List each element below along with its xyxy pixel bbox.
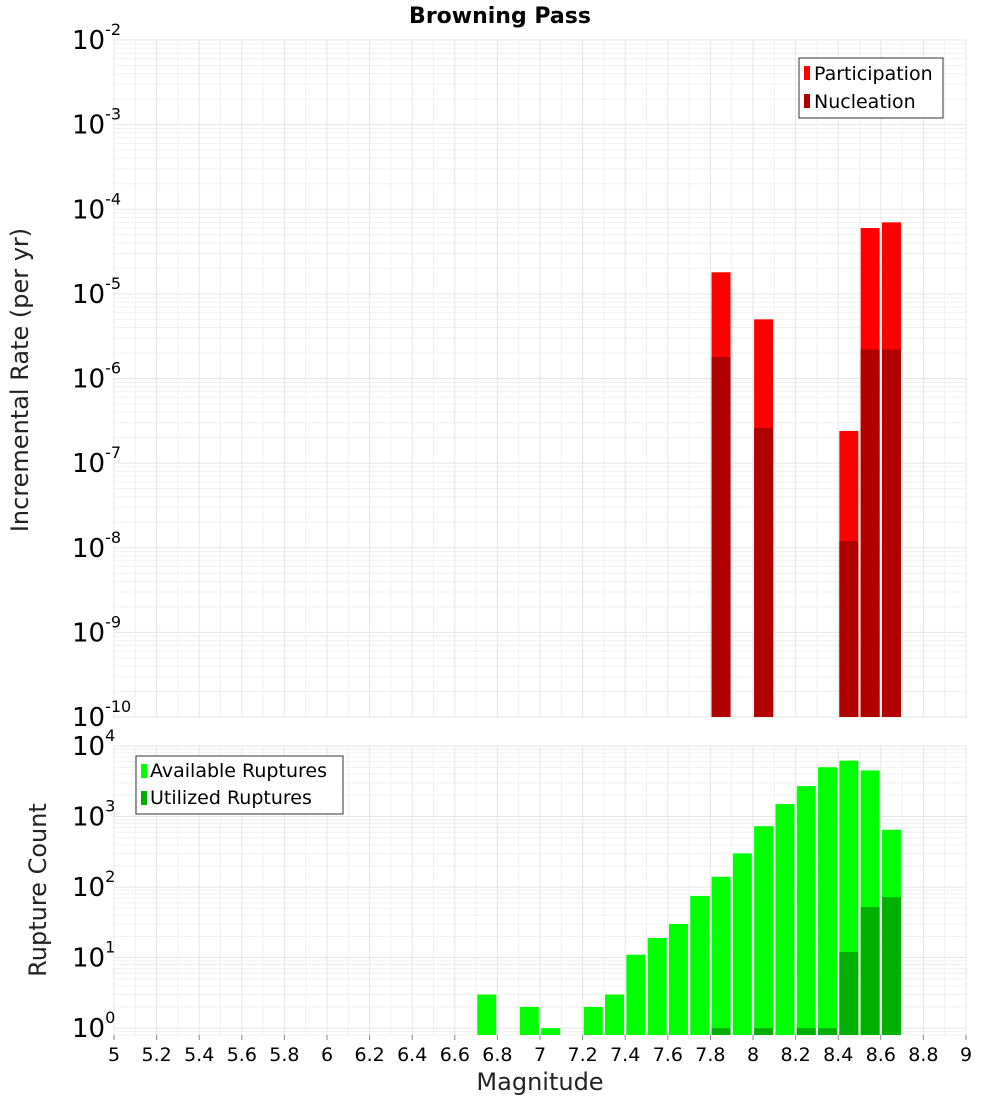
y-tick-label: 10-4	[72, 189, 121, 225]
count-panel: 100 101 102 103 104 5 5.2 5.4 5.6 5.8 6 6.2 6.4 6.6 6…	[24, 726, 972, 1096]
rate-panel: 10-10 10-9 10-8 10-7 10-6 10-5 10-4 10-3 10-2 In…	[6, 20, 967, 733]
count-bar-a	[690, 895, 710, 1035]
x-tick-label: 6	[321, 1044, 333, 1066]
rate-y-ticks: 10-10 10-9 10-8 10-7 10-6 10-5 10-4 10-3 10-2	[72, 20, 131, 733]
legend-label-utilized: Utilized Ruptures	[150, 787, 312, 809]
rate-bars	[711, 222, 901, 717]
y-tick-label: 10-8	[72, 528, 121, 564]
x-tick-label: 7.8	[695, 1044, 725, 1066]
legend-swatch-participation	[804, 66, 810, 80]
x-tick-label: 7	[534, 1044, 546, 1066]
count-legend-box	[135, 755, 344, 815]
x-tick-label: 9	[960, 1044, 972, 1066]
legend-label-participation: Participation	[814, 63, 933, 85]
count-bar-a	[668, 923, 688, 1035]
x-tick-label: 6.2	[354, 1044, 384, 1066]
legend-swatch-utilized	[141, 791, 147, 805]
y-tick-label: 101	[72, 938, 115, 974]
x-tick-label: 6.4	[397, 1044, 427, 1066]
count-bar-a	[647, 937, 667, 1035]
legend-swatch-available	[141, 764, 147, 778]
count-legend: Available Ruptures Utilized Ruptures	[135, 755, 344, 815]
x-tick-label: 8.8	[908, 1044, 938, 1066]
count-bar-b	[881, 897, 901, 1035]
legend-swatch-nucleation	[804, 94, 810, 108]
count-bar-b	[860, 907, 880, 1035]
count-bar-b	[839, 952, 859, 1035]
count-bar-b	[711, 1028, 731, 1035]
x-axis-label: Magnitude	[476, 1068, 603, 1096]
legend-label-available: Available Ruptures	[150, 760, 327, 782]
y-tick-label: 10-9	[72, 612, 121, 648]
count-bar-b	[796, 1028, 816, 1035]
count-bars	[477, 760, 901, 1035]
x-tick-label: 7.2	[567, 1044, 597, 1066]
rate-bar-b	[839, 541, 859, 717]
y-tick-label: 10-7	[72, 443, 121, 479]
y-tick-label: 10-6	[72, 359, 121, 395]
y-tick-label: 10-3	[72, 105, 121, 141]
rate-gridlines	[113, 39, 967, 718]
rate-y-axis-label: Incremental Rate (per yr)	[6, 228, 34, 532]
count-bar-a	[626, 954, 646, 1035]
y-tick-label: 102	[72, 867, 115, 903]
count-bar-a	[732, 853, 752, 1035]
rate-bar-b	[881, 349, 901, 717]
x-tick-label: 7.6	[653, 1044, 683, 1066]
x-tick-label: 5.4	[184, 1044, 214, 1066]
rate-legend-box	[798, 57, 944, 119]
count-bar-a	[775, 804, 795, 1035]
count-y-ticks: 100 101 102 103 104	[72, 726, 115, 1044]
count-bar-b	[818, 1028, 838, 1035]
count-bar-a	[477, 994, 497, 1035]
x-tick-label: 8.4	[823, 1044, 853, 1066]
count-bar-a	[711, 876, 731, 1035]
count-bar-b	[754, 1028, 774, 1035]
rate-bar-b	[711, 356, 731, 717]
x-tick-label: 8.2	[780, 1044, 810, 1066]
y-tick-label: 104	[72, 726, 115, 762]
x-tick-label: 8	[747, 1044, 759, 1066]
count-bar-a	[605, 994, 625, 1035]
x-tick-label: 8.6	[866, 1044, 896, 1066]
x-tick-label: 5.6	[227, 1044, 257, 1066]
count-bar-a	[541, 1028, 561, 1035]
legend-label-nucleation: Nucleation	[814, 91, 916, 113]
x-tick-label: 6.8	[482, 1044, 512, 1066]
count-bar-a	[818, 767, 838, 1035]
y-tick-label: 10-5	[72, 274, 121, 310]
rate-legend: Participation Nucleation	[798, 57, 944, 119]
y-tick-label: 10-10	[72, 697, 131, 733]
chart-title: Browning Pass	[409, 4, 591, 29]
y-tick-label: 10-2	[72, 20, 121, 56]
count-x-ticks: 5 5.2 5.4 5.6 5.8 6 6.2 6.4 6.6 6.8 7 7.2 7.4 7.6 7.8 8…	[108, 1035, 972, 1066]
rate-bar-b	[860, 349, 880, 717]
y-tick-label: 103	[72, 797, 115, 833]
x-tick-label: 7.4	[610, 1044, 640, 1066]
x-tick-label: 6.6	[440, 1044, 470, 1066]
count-bar-a	[754, 826, 774, 1035]
x-tick-label: 5.2	[141, 1044, 171, 1066]
x-tick-label: 5.8	[269, 1044, 299, 1066]
count-bar-a	[583, 1006, 603, 1035]
y-tick-label: 100	[72, 1008, 115, 1044]
count-bar-a	[519, 1006, 539, 1035]
x-tick-label: 5	[108, 1044, 120, 1066]
rate-bar-b	[754, 428, 774, 717]
count-y-axis-label: Rupture Count	[24, 803, 52, 977]
count-bar-a	[796, 786, 816, 1035]
